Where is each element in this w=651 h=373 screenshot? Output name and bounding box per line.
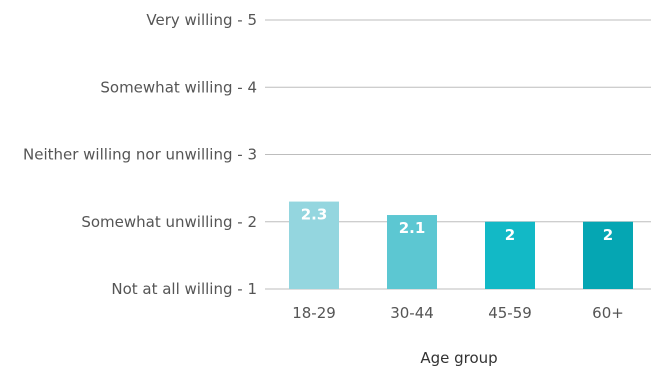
value-label-30-44: 2.1 bbox=[399, 219, 426, 237]
y-axis-tick-labels: Not at all willing - 1 Somewhat unwilling… bbox=[23, 11, 257, 298]
bars bbox=[289, 201, 633, 289]
x-tick-label: 45-59 bbox=[488, 304, 532, 322]
value-label-18-29: 2.3 bbox=[301, 206, 328, 224]
bar-30-44 bbox=[387, 215, 437, 289]
x-axis-title: Age group bbox=[420, 349, 497, 367]
value-label-60+: 2 bbox=[603, 226, 613, 244]
x-tick-label: 60+ bbox=[592, 304, 624, 322]
bar-45-59 bbox=[485, 221, 535, 289]
x-axis-tick-labels: 18-29 30-44 45-59 60+ bbox=[292, 304, 624, 322]
y-tick-label: Somewhat willing - 4 bbox=[100, 78, 257, 96]
x-tick-label: 18-29 bbox=[292, 304, 336, 322]
bar-60+ bbox=[583, 221, 633, 289]
y-tick-label: Not at all willing - 1 bbox=[111, 280, 257, 298]
value-label-45-59: 2 bbox=[505, 226, 515, 244]
bar-18-29 bbox=[289, 201, 339, 289]
y-tick-label: Very willing - 5 bbox=[146, 11, 257, 29]
y-tick-label: Neither willing nor unwilling - 3 bbox=[23, 146, 257, 164]
value-labels: 2.3 2.1 2 2 bbox=[301, 206, 614, 244]
x-tick-label: 30-44 bbox=[390, 304, 434, 322]
y-tick-label: Somewhat unwilling - 2 bbox=[81, 213, 257, 231]
